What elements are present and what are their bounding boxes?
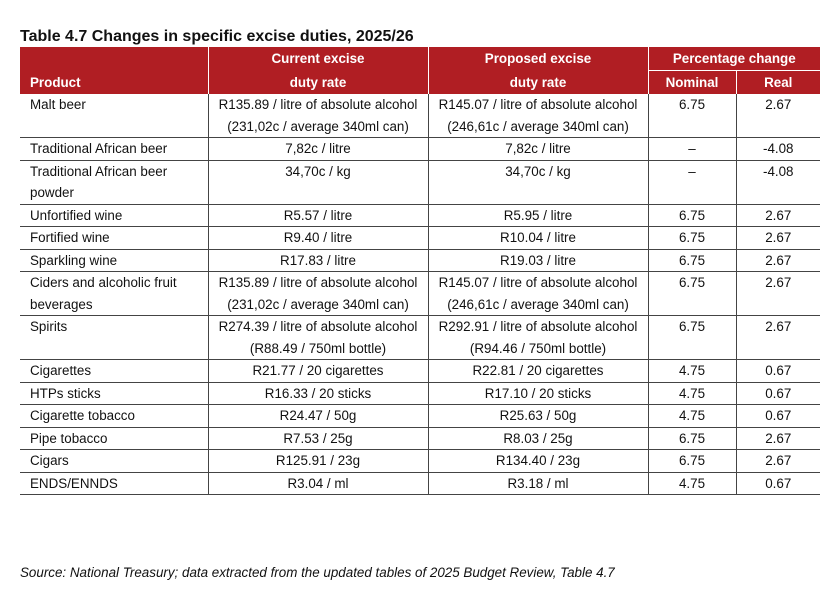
- real-cell: 2.67: [735, 226, 820, 250]
- product-cell: Malt beer: [20, 94, 208, 138]
- current-rate-cell: R125.91 / 23g: [207, 449, 428, 473]
- real-cell: -4.08: [735, 160, 820, 205]
- product-cell: Fortified wine: [20, 226, 208, 250]
- real-cell: -4.08: [735, 137, 820, 161]
- proposed-rate-cell: R10.04 / litre: [427, 226, 648, 250]
- product-cell: Spirits: [20, 315, 208, 360]
- table-body: Malt beer R135.89 / litre of absolute al…: [20, 94, 820, 495]
- proposed-rate-cell: R19.03 / litre: [427, 249, 648, 272]
- table-row: Unfortified wine R5.57 / litre R5.95 / l…: [20, 204, 820, 227]
- current-rate-cell: R24.47 / 50g: [207, 404, 428, 428]
- header-proposed-line1: Proposed excise: [427, 47, 648, 71]
- real-cell: 0.67: [735, 382, 820, 405]
- proposed-rate-cell: R22.81 / 20 cigarettes: [427, 359, 648, 383]
- real-cell: 2.67: [735, 271, 820, 316]
- proposed-rate-cell: R134.40 / 23g: [427, 449, 648, 473]
- nominal-cell: 4.75: [647, 382, 736, 405]
- product-cell: Cigarettes: [20, 359, 208, 383]
- proposed-rate-cell: R292.91 / litre of absolute alcohol (R94…: [427, 315, 648, 360]
- real-cell: 2.67: [735, 249, 820, 272]
- excise-duties-table: Current excise Proposed excise Percentag…: [20, 47, 820, 495]
- proposed-rate-cell: R17.10 / 20 sticks: [427, 382, 648, 405]
- header-nominal: Nominal: [647, 70, 736, 94]
- nominal-cell: 6.75: [647, 449, 736, 473]
- nominal-cell: 4.75: [647, 359, 736, 383]
- nominal-cell: 4.75: [647, 472, 736, 495]
- source-note: Source: National Treasury; data extracte…: [20, 565, 615, 580]
- table-row: Cigars R125.91 / 23g R134.40 / 23g 6.75 …: [20, 449, 820, 473]
- proposed-rate-cell: R5.95 / litre: [427, 204, 648, 227]
- real-cell: 2.67: [735, 315, 820, 360]
- product-cell: Traditional African beer powder: [20, 160, 208, 205]
- nominal-cell: 6.75: [647, 427, 736, 450]
- table-row: Fortified wine R9.40 / litre R10.04 / li…: [20, 226, 820, 250]
- product-cell: Cigars: [20, 449, 208, 473]
- header-proposed-line2: duty rate: [427, 70, 648, 94]
- table-row: Pipe tobacco R7.53 / 25g R8.03 / 25g 6.7…: [20, 427, 820, 450]
- header-current-line2: duty rate: [207, 70, 428, 94]
- nominal-cell: 6.75: [647, 204, 736, 227]
- table-row: Ciders and alcoholic fruit beverages R13…: [20, 271, 820, 316]
- current-rate-cell: R135.89 / litre of absolute alcohol (231…: [207, 94, 428, 138]
- real-cell: 2.67: [735, 94, 820, 138]
- proposed-rate-cell: R145.07 / litre of absolute alcohol (246…: [427, 271, 648, 316]
- table-row: Spirits R274.39 / litre of absolute alco…: [20, 315, 820, 360]
- real-cell: 2.67: [735, 204, 820, 227]
- real-cell: 2.67: [735, 427, 820, 450]
- nominal-cell: –: [647, 160, 736, 205]
- header-blank: [20, 47, 208, 71]
- table-row: ENDS/ENNDS R3.04 / ml R3.18 / ml 4.75 0.…: [20, 472, 820, 495]
- nominal-cell: 6.75: [647, 94, 736, 138]
- current-rate-cell: R9.40 / litre: [207, 226, 428, 250]
- current-rate-cell: R5.57 / litre: [207, 204, 428, 227]
- product-cell: Traditional African beer: [20, 137, 208, 161]
- header-product: Product: [20, 70, 208, 94]
- header-real: Real: [735, 70, 820, 94]
- table-row: Traditional African beer 7,82c / litre 7…: [20, 137, 820, 161]
- real-cell: 2.67: [735, 449, 820, 473]
- proposed-rate-cell: R8.03 / 25g: [427, 427, 648, 450]
- product-cell: Ciders and alcoholic fruit beverages: [20, 271, 208, 316]
- real-cell: 0.67: [735, 404, 820, 428]
- proposed-rate-cell: R145.07 / litre of absolute alcohol (246…: [427, 94, 648, 138]
- product-cell: HTPs sticks: [20, 382, 208, 405]
- table-row: Cigarette tobacco R24.47 / 50g R25.63 / …: [20, 404, 820, 428]
- table-row: Malt beer R135.89 / litre of absolute al…: [20, 94, 820, 138]
- product-cell: Unfortified wine: [20, 204, 208, 227]
- nominal-cell: 6.75: [647, 249, 736, 272]
- current-rate-cell: 34,70c / kg: [207, 160, 428, 205]
- nominal-cell: –: [647, 137, 736, 161]
- nominal-cell: 6.75: [647, 315, 736, 360]
- proposed-rate-cell: R3.18 / ml: [427, 472, 648, 495]
- current-rate-cell: R17.83 / litre: [207, 249, 428, 272]
- real-cell: 0.67: [735, 359, 820, 383]
- current-rate-cell: R16.33 / 20 sticks: [207, 382, 428, 405]
- table-row: Traditional African beer powder 34,70c /…: [20, 160, 820, 205]
- product-cell: Sparkling wine: [20, 249, 208, 272]
- product-cell: ENDS/ENNDS: [20, 472, 208, 495]
- table-title: Table 4.7 Changes in specific excise dut…: [20, 28, 414, 45]
- current-rate-cell: R135.89 / litre of absolute alcohol (231…: [207, 271, 428, 316]
- current-rate-cell: R7.53 / 25g: [207, 427, 428, 450]
- product-cell: Pipe tobacco: [20, 427, 208, 450]
- nominal-cell: 6.75: [647, 271, 736, 316]
- table-header: Current excise Proposed excise Percentag…: [20, 47, 820, 94]
- current-rate-cell: R3.04 / ml: [207, 472, 428, 495]
- table-row: HTPs sticks R16.33 / 20 sticks R17.10 / …: [20, 382, 820, 405]
- table-row: Cigarettes R21.77 / 20 cigarettes R22.81…: [20, 359, 820, 383]
- current-rate-cell: R274.39 / litre of absolute alcohol (R88…: [207, 315, 428, 360]
- product-cell: Cigarette tobacco: [20, 404, 208, 428]
- proposed-rate-cell: 34,70c / kg: [427, 160, 648, 205]
- current-rate-cell: R21.77 / 20 cigarettes: [207, 359, 428, 383]
- header-percentage-change: Percentage change: [647, 47, 820, 71]
- nominal-cell: 6.75: [647, 226, 736, 250]
- header-current-line1: Current excise: [207, 47, 428, 71]
- proposed-rate-cell: 7,82c / litre: [427, 137, 648, 161]
- real-cell: 0.67: [735, 472, 820, 495]
- nominal-cell: 4.75: [647, 404, 736, 428]
- table-row: Sparkling wine R17.83 / litre R19.03 / l…: [20, 249, 820, 272]
- current-rate-cell: 7,82c / litre: [207, 137, 428, 161]
- proposed-rate-cell: R25.63 / 50g: [427, 404, 648, 428]
